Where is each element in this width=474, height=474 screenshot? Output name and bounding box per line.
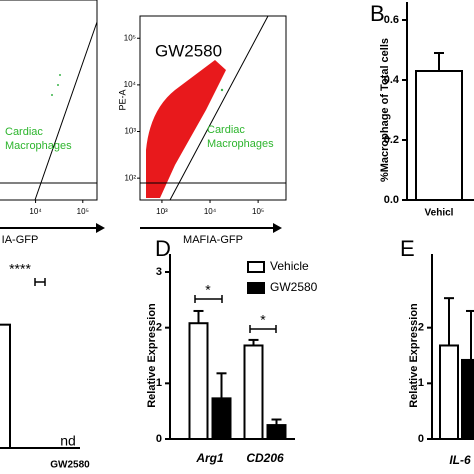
x-tick-label: Vehicl bbox=[425, 208, 454, 219]
bar bbox=[461, 358, 474, 441]
arrow-head bbox=[96, 223, 105, 233]
gate-label: Cardiac bbox=[207, 124, 245, 136]
x-tick-label: 10⁴ bbox=[29, 207, 42, 216]
panel-label: E bbox=[400, 236, 415, 261]
y-axis-label: PE-A bbox=[117, 89, 127, 110]
significance-label: **** bbox=[9, 261, 31, 277]
dot bbox=[51, 94, 53, 96]
plot-title: GW2580 bbox=[155, 41, 222, 60]
y-tick-label: 1 bbox=[418, 377, 424, 389]
y-tick-label: 10² bbox=[124, 173, 136, 182]
arrow-head bbox=[273, 223, 282, 233]
y-tick-label: 0 bbox=[418, 433, 424, 445]
y-tick-label: 0.0 bbox=[384, 194, 399, 206]
bar bbox=[266, 424, 287, 441]
x-tick-label: 10⁵ bbox=[77, 207, 89, 216]
x-tick-label: 10³ bbox=[156, 207, 168, 216]
legend-label: Vehicle bbox=[270, 259, 309, 273]
y-tick-label: 0.4 bbox=[384, 74, 400, 86]
y-tick-label: 3 bbox=[156, 266, 162, 278]
gate-label: Cardiac bbox=[5, 126, 43, 138]
legend-swatch bbox=[247, 282, 265, 294]
y-tick-label: 2 bbox=[156, 322, 162, 334]
legend-swatch bbox=[247, 261, 265, 273]
gate-line bbox=[169, 15, 269, 201]
x-tick-label: 10⁴ bbox=[204, 207, 217, 216]
dot bbox=[59, 74, 61, 76]
legend-label: GW2580 bbox=[270, 280, 318, 294]
y-tick-label: 0 bbox=[156, 433, 162, 445]
y-axis-label: Relative Expression bbox=[146, 303, 158, 408]
bar bbox=[243, 344, 264, 441]
y-axis-label: %Macrophage of Total cells bbox=[379, 38, 391, 182]
y-tick-label: 1 bbox=[156, 377, 162, 389]
x-tick-label: 10⁵ bbox=[252, 207, 264, 216]
bar bbox=[415, 70, 463, 201]
x-tick-label: GW2580 bbox=[50, 460, 90, 471]
x-axis-label: MAFIA-GFP bbox=[183, 234, 243, 246]
plot-frame bbox=[0, 0, 98, 201]
gate-label: Macrophages bbox=[207, 138, 274, 150]
red-dots bbox=[146, 60, 226, 198]
y-tick-label: 2 bbox=[418, 322, 424, 334]
panel-label: D bbox=[155, 236, 171, 261]
gate-line bbox=[34, 21, 98, 201]
dot bbox=[220, 88, 224, 92]
dot bbox=[57, 84, 59, 86]
bar bbox=[0, 323, 11, 449]
dot bbox=[206, 98, 210, 102]
y-tick-label: 0.6 bbox=[384, 14, 399, 26]
significance-label: * bbox=[260, 312, 266, 328]
bar bbox=[439, 344, 459, 441]
x-axis-label: IA-GFP bbox=[2, 234, 39, 246]
significance-label: * bbox=[205, 282, 211, 298]
bar bbox=[188, 322, 209, 441]
gate-label: Macrophages bbox=[5, 140, 72, 152]
y-axis-label: Relative Expression bbox=[408, 303, 420, 408]
y-tick-label: 0.2 bbox=[384, 134, 399, 146]
x-tick-label: CD206 bbox=[246, 451, 284, 465]
y-tick-label: 10⁵ bbox=[124, 33, 136, 42]
y-tick-label: 10³ bbox=[124, 127, 136, 136]
x-tick-label: IL-6 bbox=[449, 453, 471, 467]
x-tick-label: Arg1 bbox=[195, 451, 224, 465]
bar bbox=[211, 397, 232, 441]
plot-frame bbox=[139, 15, 287, 201]
panel-label: B bbox=[370, 1, 385, 26]
significance-label: nd bbox=[60, 433, 76, 449]
cell-cloud bbox=[51, 60, 226, 198]
y-tick-label: 10⁴ bbox=[124, 80, 137, 89]
